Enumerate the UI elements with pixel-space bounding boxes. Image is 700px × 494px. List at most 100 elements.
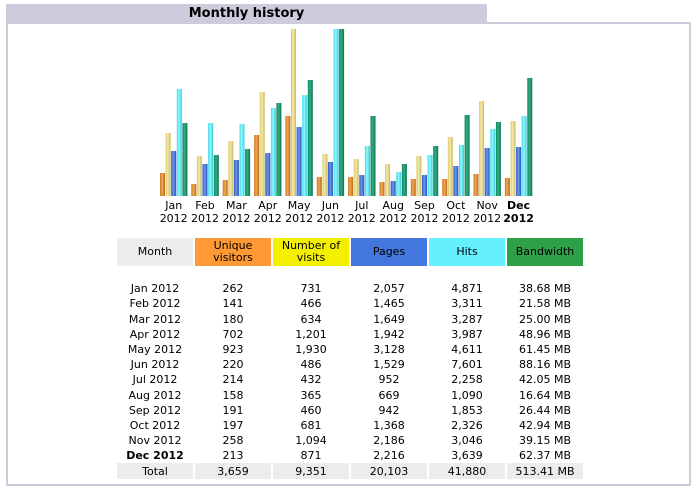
cell-month: Feb 2012 (129, 297, 181, 311)
cell-unique-visitors: 214 (222, 373, 244, 387)
cell-hits: 1,853 (451, 403, 483, 417)
cell-bandwidth: 42.94 MB (518, 418, 572, 432)
x-tick-label-year: 2012 (379, 212, 407, 225)
cell-unique-visitors: 702 (222, 327, 244, 341)
cell-bandwidth: 16.64 MB (518, 388, 572, 402)
table-row: Jun 2012 220 486 1,529 7,601 88.16 MB (117, 357, 583, 372)
cell-pages: 952 (378, 373, 400, 387)
bar-unique-visitors-dec-2012 (504, 178, 510, 196)
cell-hits: 3,046 (451, 434, 483, 448)
bar-bandwidth-jul-2012 (370, 116, 376, 196)
cell-unique-visitors: 213 (222, 449, 244, 463)
bar-hits-sep-2012 (427, 155, 433, 196)
bar-visits-feb-2012 (196, 156, 202, 196)
table-row: Sep 2012 191 460 942 1,853 26.44 MB (117, 403, 583, 418)
cell-bandwidth: 62.37 MB (518, 449, 572, 463)
x-tick-label-year: 2012 (411, 212, 439, 225)
bar-pages-jan-2012 (171, 151, 177, 196)
cell-month: Jan 2012 (130, 282, 180, 296)
bar-bandwidth-mar-2012 (245, 149, 251, 196)
bar-pages-nov-2012 (484, 148, 490, 196)
x-tick-label-year: 2012 (473, 212, 501, 225)
bar-hits-nov-2012 (490, 129, 496, 196)
cell-month: Aug 2012 (128, 388, 182, 402)
bar-pages-dec-2012 (516, 147, 522, 196)
x-tick-label-month: Jul (354, 199, 368, 212)
bar-unique-visitors-oct-2012 (442, 179, 448, 196)
bar-pages-oct-2012 (453, 166, 459, 196)
bar-hits-jul-2012 (364, 146, 370, 196)
cell-pages: 1,942 (373, 327, 405, 341)
bar-hits-mar-2012 (239, 124, 245, 196)
cell-hits: 1,090 (451, 388, 483, 402)
cell-month: Sep 2012 (128, 403, 182, 417)
bar-unique-visitors-may-2012 (285, 116, 291, 196)
cell-bandwidth: 48.96 MB (518, 327, 572, 341)
bar-pages-may-2012 (296, 127, 302, 196)
cell-bandwidth: 38.68 MB (518, 282, 572, 296)
cell-month: Oct 2012 (129, 418, 181, 432)
cell-pages: 2,216 (373, 449, 405, 463)
bar-visits-nov-2012 (479, 101, 485, 196)
section-title-bar: Monthly history (6, 4, 487, 22)
table-row: Dec 2012 213 871 2,216 3,639 62.37 MB (117, 448, 583, 463)
x-tick-label-month: Sep (414, 199, 435, 212)
bar-visits-dec-2012 (510, 121, 516, 196)
cell-unique-visitors: 191 (222, 403, 244, 417)
table-row: Oct 2012 197 681 1,368 2,326 42.94 MB (117, 418, 583, 433)
x-tick-label-year: 2012 (222, 212, 250, 225)
cell-pages: 3,128 (373, 343, 405, 357)
bar-bandwidth-may-2012 (307, 80, 313, 196)
cell-hits: 3,987 (451, 327, 483, 341)
cell-hits: 4,611 (451, 343, 483, 357)
cell-bandwidth: 88.16 MB (518, 358, 572, 372)
bar-visits-sep-2012 (416, 156, 422, 196)
table-row: May 2012 923 1,930 3,128 4,611 61.45 MB (117, 342, 583, 357)
x-tick-label-year: 2012 (348, 212, 376, 225)
cell-bandwidth: 39.15 MB (518, 434, 572, 448)
cell-hits: 3,287 (451, 312, 483, 326)
bar-bandwidth-nov-2012 (495, 122, 501, 196)
cell-visits: 634 (300, 312, 322, 326)
x-tick-label-year: 2012 (285, 212, 313, 225)
bar-visits-may-2012 (291, 29, 296, 196)
bar-hits-oct-2012 (459, 145, 464, 196)
x-tick-label-month: Jan (164, 199, 182, 212)
cell-visits: 460 (300, 403, 322, 417)
chart-x-labels: Jan2012Feb2012Mar2012Apr2012May2012Jun20… (160, 199, 534, 225)
cell-pages: 1,465 (373, 297, 405, 311)
total-cell-visits: 9,351 (273, 463, 349, 479)
x-tick-label-year: 2012 (503, 212, 534, 225)
cell-pages: 2,057 (373, 282, 405, 296)
table-row: Aug 2012 158 365 669 1,090 16.64 MB (117, 388, 583, 403)
bar-bandwidth-apr-2012 (276, 103, 282, 196)
table-header-row: Month Unique visitors Number of visits P… (117, 238, 583, 266)
cell-visits: 486 (300, 358, 322, 372)
cell-pages: 1,529 (373, 358, 405, 372)
bar-hits-feb-2012 (208, 123, 214, 196)
bar-bandwidth-jan-2012 (182, 123, 188, 196)
cell-bandwidth: 61.45 MB (518, 343, 572, 357)
header-bandwidth: Bandwidth (507, 238, 583, 266)
table-row: Mar 2012 180 634 1,649 3,287 25.00 MB (117, 312, 583, 327)
cell-pages: 1,649 (373, 312, 405, 326)
cell-month: Jun 2012 (130, 358, 180, 372)
cell-pages: 2,186 (373, 434, 405, 448)
table-row: Jul 2012 214 432 952 2,258 42.05 MB (117, 372, 583, 387)
spacer (117, 266, 583, 281)
bar-hits-may-2012 (302, 95, 308, 196)
cell-month: May 2012 (127, 343, 183, 357)
bar-visits-mar-2012 (228, 141, 234, 196)
bar-unique-visitors-apr-2012 (254, 135, 260, 196)
x-tick-label-month: Mar (226, 199, 247, 212)
bar-hits-apr-2012 (270, 108, 276, 196)
x-tick-label-year: 2012 (442, 212, 470, 225)
cell-unique-visitors: 258 (222, 434, 244, 448)
x-tick-label-year: 2012 (160, 212, 188, 225)
cell-pages: 1,368 (373, 418, 405, 432)
header-unique-visitors: Unique visitors (195, 238, 271, 266)
bar-visits-jan-2012 (165, 133, 171, 196)
bar-hits-jun-2012 (333, 29, 339, 196)
cell-visits: 1,094 (295, 434, 327, 448)
x-tick-label-month: Nov (476, 199, 498, 212)
